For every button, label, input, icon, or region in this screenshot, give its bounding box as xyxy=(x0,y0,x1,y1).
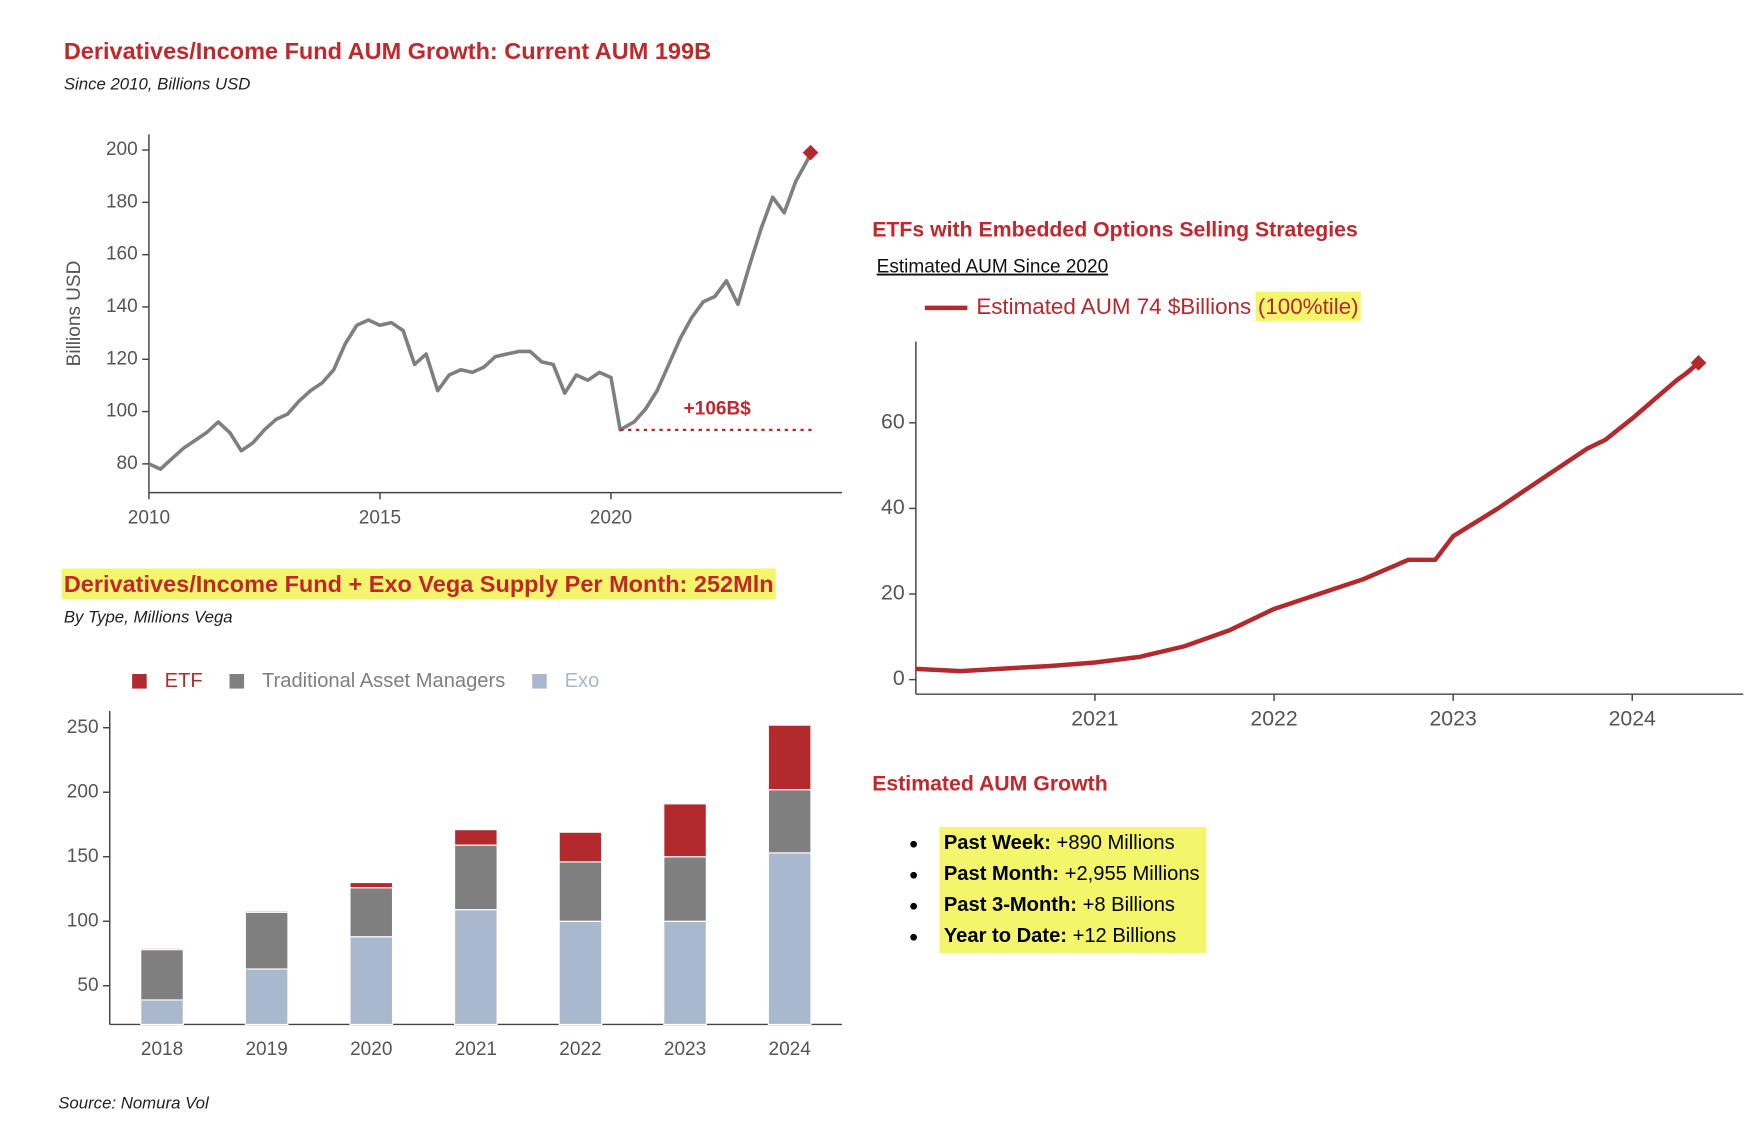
x-tick-label: 2020 xyxy=(350,1039,392,1060)
bar-segment xyxy=(454,829,498,846)
y-tick-label: 200 xyxy=(67,781,99,802)
growth-item: Past 3-Month: +8 Billions xyxy=(944,895,1175,917)
bullet xyxy=(910,840,917,848)
y-tick-label: 160 xyxy=(106,244,138,265)
bar-segment xyxy=(767,852,812,1026)
x-tick-label: 2024 xyxy=(769,1039,812,1060)
x-tick-label: 2018 xyxy=(141,1039,183,1060)
growth-value: +890 Millions xyxy=(1057,833,1175,855)
bar-segment xyxy=(663,856,707,922)
bar-segment xyxy=(140,947,184,951)
growth-label: Year to Date: xyxy=(944,926,1067,948)
chart-title: Derivatives/Income Fund AUM Growth: Curr… xyxy=(64,38,711,64)
y-tick-label: 40 xyxy=(881,495,905,519)
bar-segment xyxy=(244,968,289,1026)
growth-value: +8 Billions xyxy=(1083,895,1175,917)
x-tick-label: 2015 xyxy=(359,507,401,528)
legend-swatch xyxy=(229,674,245,689)
source: Source: Nomura Vol xyxy=(58,1093,210,1112)
x-tick-label: 2024 xyxy=(1609,707,1656,731)
bar-segment xyxy=(663,920,707,1026)
bullet xyxy=(910,933,917,941)
highlight xyxy=(1255,291,1361,322)
x-tick-label: 2022 xyxy=(559,1039,601,1060)
growth-item: Year to Date: +12 Billions xyxy=(944,926,1176,948)
bar-segment xyxy=(558,831,603,863)
x-tick-label: 2022 xyxy=(1250,707,1297,731)
chart-title: Derivatives/Income Fund + Exo Vega Suppl… xyxy=(64,571,774,597)
y-tick-label: 50 xyxy=(77,975,98,996)
growth-label: Past Month: xyxy=(944,864,1059,886)
x-tick-label: 2020 xyxy=(590,507,632,528)
growth-value: +12 Billions xyxy=(1073,926,1177,948)
end-marker xyxy=(1690,355,1707,371)
legend-label: Traditional Asset Managers xyxy=(262,670,505,692)
bar-segment xyxy=(244,911,289,970)
growth-title: Estimated AUM Growth xyxy=(872,771,1108,795)
bar-segment xyxy=(349,881,394,889)
y-tick-label: 100 xyxy=(67,910,99,931)
growth-item: Past Month: +2,955 Millions xyxy=(944,864,1200,886)
y-tick-label: 20 xyxy=(881,581,905,605)
chart-subtitle: Estimated AUM Since 2020 xyxy=(877,257,1108,278)
x-tick-label: 2019 xyxy=(245,1039,287,1060)
legend-label: Estimated AUM 74 $Billions xyxy=(976,294,1251,319)
bar-segment xyxy=(767,724,812,791)
x-tick-label: 2023 xyxy=(664,1039,706,1060)
growth-label: Past Week: xyxy=(944,833,1051,855)
y-tick-label: 250 xyxy=(67,717,99,738)
growth-label: Past 3-Month: xyxy=(944,895,1077,917)
bar-segment xyxy=(454,844,498,911)
bar-segment xyxy=(349,936,394,1026)
y-tick-label: 100 xyxy=(106,401,138,422)
annotation: +106B$ xyxy=(684,399,752,420)
highlight xyxy=(939,826,1207,954)
bar-segment xyxy=(244,910,289,913)
legend-swatch xyxy=(532,674,547,689)
bar-segment xyxy=(140,949,184,1001)
x-tick-label: 2021 xyxy=(455,1039,497,1060)
line xyxy=(915,361,1700,674)
legend-label: ETF xyxy=(165,670,203,692)
highlight xyxy=(61,568,776,600)
growth-item: Past Week: +890 Millions xyxy=(944,833,1175,855)
bar-segment xyxy=(767,789,812,854)
x-tick-label: 2010 xyxy=(128,507,170,528)
y-tick-label: 80 xyxy=(117,453,138,474)
y-tick-label: 120 xyxy=(106,348,138,369)
bar-segment xyxy=(558,861,603,922)
chart-subtitle: Since 2010, Billions USD xyxy=(64,75,251,94)
y-axis-label: Billions USD xyxy=(64,261,85,367)
chart-title: ETFs with Embedded Options Selling Strat… xyxy=(872,217,1358,241)
line xyxy=(148,152,813,471)
bar-segment xyxy=(558,920,603,1026)
end-marker xyxy=(802,144,819,161)
y-tick-label: 180 xyxy=(106,191,138,212)
y-tick-label: 60 xyxy=(881,409,905,433)
bar-segment xyxy=(349,887,394,938)
legend-label: Exo xyxy=(565,670,600,692)
x-tick-label: 2021 xyxy=(1071,707,1118,731)
y-tick-label: 200 xyxy=(106,139,138,160)
x-tick-label: 2023 xyxy=(1429,707,1476,731)
legend-note: (100%tile) xyxy=(1258,294,1359,319)
bar-segment xyxy=(140,999,184,1026)
y-tick-label: 140 xyxy=(106,296,138,317)
bullet xyxy=(910,871,917,879)
bar-segment xyxy=(454,909,498,1026)
bar-segment xyxy=(663,803,707,858)
chart-subtitle: By Type, Millions Vega xyxy=(64,607,233,626)
y-tick-label: 0 xyxy=(893,666,905,690)
legend-swatch xyxy=(132,674,147,689)
y-tick-label: 150 xyxy=(67,846,99,867)
bullet xyxy=(910,902,917,910)
growth-value: +2,955 Millions xyxy=(1065,864,1200,886)
